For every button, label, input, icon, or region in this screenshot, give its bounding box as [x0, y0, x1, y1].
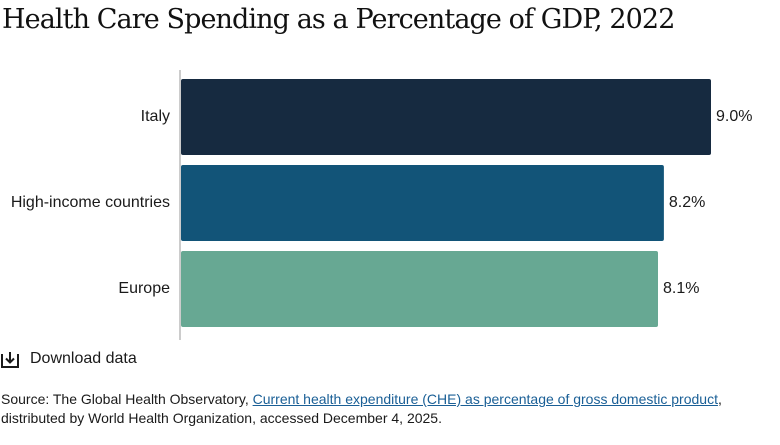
source-prefix: Source: The Global Health Observatory,	[1, 391, 253, 407]
category-label-high-income-countries: High-income countries	[11, 194, 170, 211]
download-data-button[interactable]: Download data	[0, 349, 137, 369]
bar-high-income-countries	[181, 165, 664, 241]
source-suffix: , distributed by World Health Organizati…	[1, 391, 722, 426]
bar-chart: Italy 9.0% High-income countries 8.2% Europe…	[11, 70, 752, 340]
source-note: Source: The Global Health Observatory, C…	[1, 390, 777, 428]
download-data-label: Download data	[30, 350, 137, 367]
category-label-europe: Europe	[118, 280, 170, 297]
value-label-europe: 8.1%	[663, 280, 699, 297]
bar-italy	[181, 79, 711, 155]
download-icon	[1, 352, 19, 368]
source-link[interactable]: Current health expenditure (CHE) as perc…	[252, 391, 718, 407]
chart-title: Health Care Spending as a Percentage of …	[2, 4, 675, 35]
bar-europe	[181, 251, 658, 327]
value-label-italy: 9.0%	[716, 108, 752, 125]
value-label-high-income-countries: 8.2%	[669, 194, 705, 211]
category-label-italy: Italy	[141, 108, 170, 125]
